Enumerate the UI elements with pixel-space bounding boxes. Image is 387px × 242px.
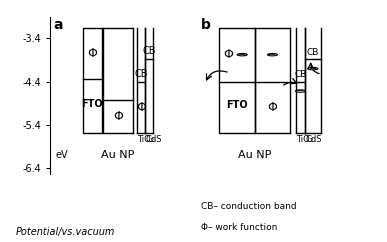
Text: Au NP: Au NP: [238, 150, 271, 160]
Text: b: b: [201, 18, 211, 32]
Text: CB: CB: [294, 70, 307, 79]
Text: TiO₂: TiO₂: [137, 135, 154, 144]
Text: Φ: Φ: [267, 101, 277, 114]
Text: CB: CB: [134, 68, 148, 79]
Bar: [219, 28, 255, 133]
Text: CB: CB: [307, 48, 319, 57]
Text: Φ: Φ: [113, 110, 123, 123]
Text: −: −: [238, 50, 246, 60]
Text: Potential/vs.vacuum: Potential/vs.vacuum: [15, 227, 115, 237]
Text: CB– conduction band: CB– conduction band: [201, 202, 297, 211]
Text: CdS: CdS: [146, 135, 162, 144]
Text: −: −: [309, 64, 317, 74]
Text: FTO: FTO: [226, 100, 248, 110]
Bar: [83, 28, 102, 133]
Circle shape: [308, 68, 318, 70]
Text: CdS: CdS: [306, 135, 322, 144]
Text: −: −: [296, 86, 305, 96]
Circle shape: [237, 53, 247, 56]
Text: FTO: FTO: [81, 99, 103, 109]
Text: −: −: [269, 50, 276, 60]
Text: TiO₂: TiO₂: [296, 135, 313, 144]
Text: Φ: Φ: [87, 47, 97, 60]
Text: CB: CB: [142, 46, 156, 56]
Text: Au NP: Au NP: [101, 150, 135, 160]
Text: Φ– work function: Φ– work function: [201, 223, 277, 232]
Text: a: a: [53, 18, 63, 32]
Text: Φ: Φ: [136, 101, 146, 114]
Circle shape: [296, 90, 305, 92]
Circle shape: [267, 53, 277, 56]
Text: Φ: Φ: [223, 48, 233, 61]
Text: eV: eV: [56, 150, 68, 160]
